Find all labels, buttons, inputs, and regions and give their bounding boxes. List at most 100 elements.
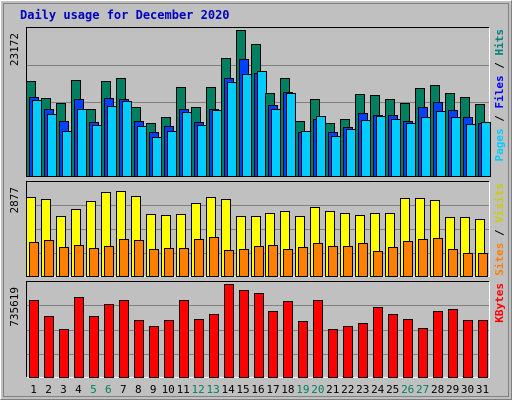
day-label-16: 16 xyxy=(251,383,264,396)
bar-pages-day-14 xyxy=(227,82,237,177)
bar-kbytes-day-4 xyxy=(74,297,84,378)
day-label-22: 22 xyxy=(341,383,354,396)
bar-sites-day-3 xyxy=(59,247,69,277)
bar-pages-day-15 xyxy=(242,74,252,177)
panel-kbytes-legend: KBytes xyxy=(493,283,506,323)
day-label-21: 21 xyxy=(326,383,339,396)
bar-pages-day-18 xyxy=(286,93,296,177)
day-label-18: 18 xyxy=(281,383,294,396)
bar-kbytes-day-28 xyxy=(433,311,443,378)
bar-pages-day-19 xyxy=(301,131,311,177)
bar-kbytes-day-15 xyxy=(239,290,249,378)
bar-sites-day-25 xyxy=(388,247,398,277)
day-label-11: 11 xyxy=(177,383,190,396)
bar-kbytes-day-6 xyxy=(104,304,114,378)
day-label-10: 10 xyxy=(162,383,175,396)
bar-sites-day-4 xyxy=(74,245,84,277)
day-label-3: 3 xyxy=(60,383,67,396)
day-label-9: 9 xyxy=(150,383,157,396)
bar-sites-day-22 xyxy=(343,246,353,277)
legend-kbytes-part-0: KBytes xyxy=(493,283,506,323)
day-label-27: 27 xyxy=(416,383,429,396)
bar-kbytes-day-1 xyxy=(29,300,39,378)
legend-hits_files_pages-part-2: Files xyxy=(493,75,506,108)
bar-pages-day-29 xyxy=(451,117,461,177)
bar-sites-day-9 xyxy=(149,249,159,277)
bar-pages-day-31 xyxy=(481,122,491,177)
bar-sites-day-29 xyxy=(448,249,458,277)
bar-kbytes-day-7 xyxy=(119,300,129,378)
bar-sites-day-31 xyxy=(478,253,488,277)
day-label-26: 26 xyxy=(401,383,414,396)
bar-pages-day-5 xyxy=(92,125,102,177)
day-label-5: 5 xyxy=(90,383,97,396)
day-label-23: 23 xyxy=(356,383,369,396)
bar-kbytes-day-23 xyxy=(358,323,368,378)
bar-sites-day-8 xyxy=(134,240,144,277)
day-label-17: 17 xyxy=(266,383,279,396)
bar-pages-day-3 xyxy=(62,131,72,177)
bar-sites-day-30 xyxy=(463,253,473,277)
legend-hits_files_pages-part-4: Hits xyxy=(493,29,506,56)
day-label-15: 15 xyxy=(236,383,249,396)
bar-pages-day-28 xyxy=(436,111,446,177)
bar-sites-day-21 xyxy=(328,246,338,277)
day-label-25: 25 xyxy=(386,383,399,396)
bar-pages-day-6 xyxy=(107,106,117,177)
bar-sites-day-15 xyxy=(239,249,249,277)
bar-sites-day-14 xyxy=(224,250,234,277)
bar-kbytes-day-9 xyxy=(149,326,159,378)
bar-sites-day-19 xyxy=(298,247,308,277)
day-label-28: 28 xyxy=(431,383,444,396)
bar-kbytes-day-27 xyxy=(418,328,428,378)
bar-pages-day-13 xyxy=(212,110,222,177)
bar-kbytes-day-13 xyxy=(209,314,219,378)
panel-visits_sites-max-label: 2877 xyxy=(8,187,21,214)
legend-hits_files_pages-part-0: Pages xyxy=(493,128,506,161)
bar-pages-day-11 xyxy=(182,112,192,177)
legend-hits_files_pages-part-3: / xyxy=(493,56,506,76)
day-label-4: 4 xyxy=(75,383,82,396)
frame-inner-border xyxy=(3,3,509,397)
bar-kbytes-day-19 xyxy=(298,321,308,378)
bar-kbytes-day-11 xyxy=(179,300,189,378)
day-label-13: 13 xyxy=(206,383,219,396)
day-label-31: 31 xyxy=(476,383,489,396)
bar-pages-day-24 xyxy=(376,116,386,177)
bar-kbytes-day-12 xyxy=(194,319,204,378)
bar-sites-day-28 xyxy=(433,238,443,277)
bar-pages-day-2 xyxy=(47,114,57,177)
bar-pages-day-30 xyxy=(466,124,476,177)
chart-title: Daily usage for December 2020 xyxy=(20,8,230,22)
bar-sites-day-1 xyxy=(29,242,39,277)
bar-kbytes-day-30 xyxy=(463,320,473,378)
bar-kbytes-day-31 xyxy=(478,320,488,378)
bar-pages-day-26 xyxy=(406,123,416,177)
day-label-2: 2 xyxy=(45,383,52,396)
bar-kbytes-day-26 xyxy=(403,319,413,378)
panel-visits_sites-legend: Sites / Visits xyxy=(493,183,506,276)
bar-sites-day-5 xyxy=(89,248,99,277)
bar-kbytes-day-5 xyxy=(89,316,99,378)
day-label-29: 29 xyxy=(446,383,459,396)
bar-kbytes-day-14 xyxy=(224,284,234,378)
bar-sites-day-27 xyxy=(418,239,428,277)
bar-pages-day-20 xyxy=(316,116,326,177)
panel-hits_files_pages-max-label: 23172 xyxy=(8,33,21,66)
day-label-20: 20 xyxy=(311,383,324,396)
bar-pages-day-17 xyxy=(271,109,281,177)
day-label-30: 30 xyxy=(461,383,474,396)
bar-pages-day-23 xyxy=(361,120,371,177)
bar-sites-day-13 xyxy=(209,237,219,277)
bar-pages-day-12 xyxy=(197,125,207,177)
legend-visits_sites-part-0: Sites xyxy=(493,243,506,276)
bar-sites-day-26 xyxy=(403,241,413,277)
bar-sites-day-11 xyxy=(179,248,189,277)
bar-kbytes-day-24 xyxy=(373,307,383,378)
legend-visits_sites-part-1: / xyxy=(493,223,506,243)
bar-pages-day-21 xyxy=(331,136,341,177)
bar-kbytes-day-10 xyxy=(164,320,174,378)
bar-kbytes-day-20 xyxy=(313,300,323,378)
day-label-8: 8 xyxy=(135,383,142,396)
